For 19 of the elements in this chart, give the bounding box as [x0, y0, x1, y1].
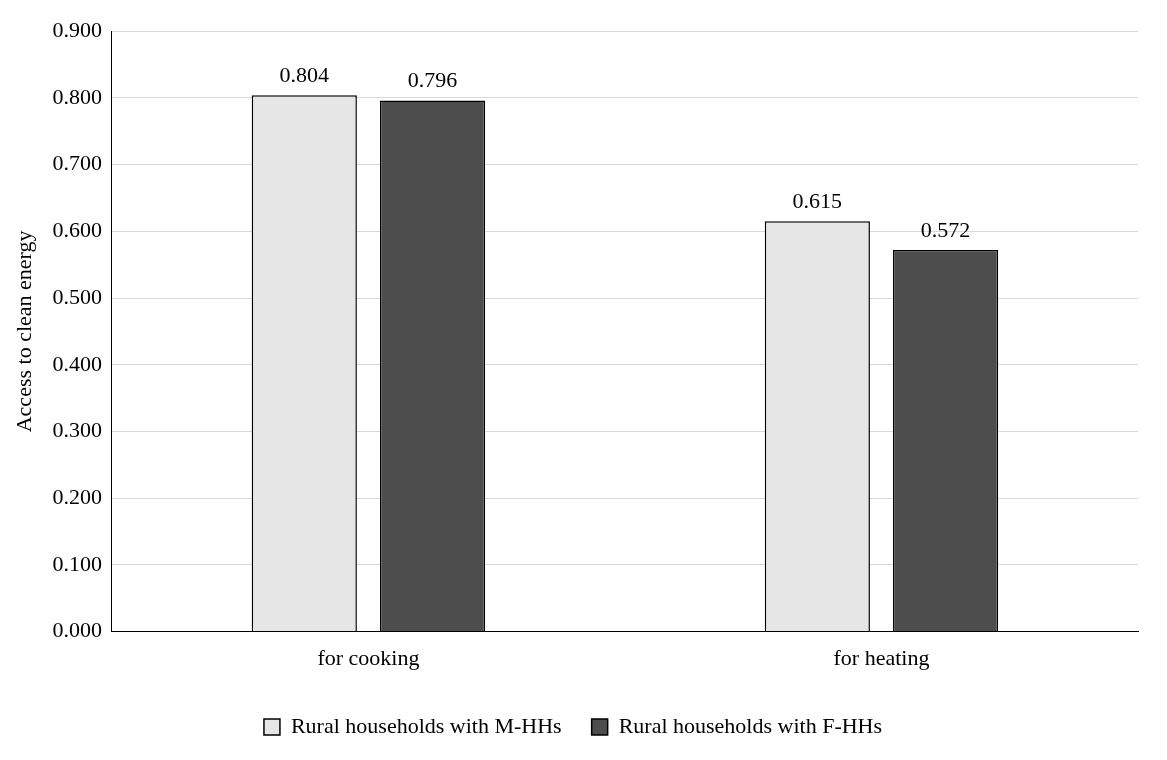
- y-tick-label: 0.800: [52, 83, 102, 109]
- y-tick-label: 0.400: [52, 350, 102, 376]
- y-tick-label: 0.000: [52, 617, 102, 643]
- y-tick-label: 0.600: [52, 217, 102, 243]
- y-tick-label: 0.500: [52, 283, 102, 309]
- y-tick-label: 0.200: [52, 483, 102, 509]
- data-label: 0.615: [792, 188, 843, 214]
- data-label: 0.804: [279, 62, 330, 88]
- y-tick-label: 0.100: [52, 550, 102, 576]
- legend-label: Rural households with F-HHs: [618, 712, 883, 738]
- y-tick-label: 0.900: [52, 16, 102, 42]
- x-tick-label: for cooking: [317, 644, 420, 670]
- y-tick-label: 0.300: [52, 417, 102, 443]
- x-tick-label: for heating: [833, 644, 930, 670]
- data-label: 0.796: [407, 67, 458, 93]
- legend-label: Rural households with M-HHs: [290, 712, 562, 738]
- y-axis-title: Access to clean energy: [10, 230, 36, 433]
- y-tick-label: 0.700: [52, 150, 102, 176]
- data-label: 0.572: [920, 216, 971, 242]
